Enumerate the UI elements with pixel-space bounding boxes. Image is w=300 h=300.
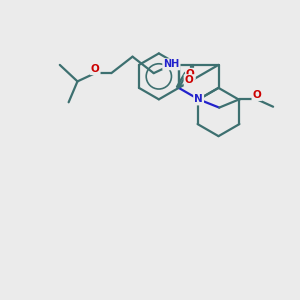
Text: O: O	[186, 69, 195, 79]
Text: NH: NH	[163, 59, 179, 69]
Text: O: O	[253, 90, 261, 100]
Text: O: O	[185, 75, 194, 85]
Text: N: N	[194, 94, 203, 104]
Text: O: O	[91, 64, 100, 74]
